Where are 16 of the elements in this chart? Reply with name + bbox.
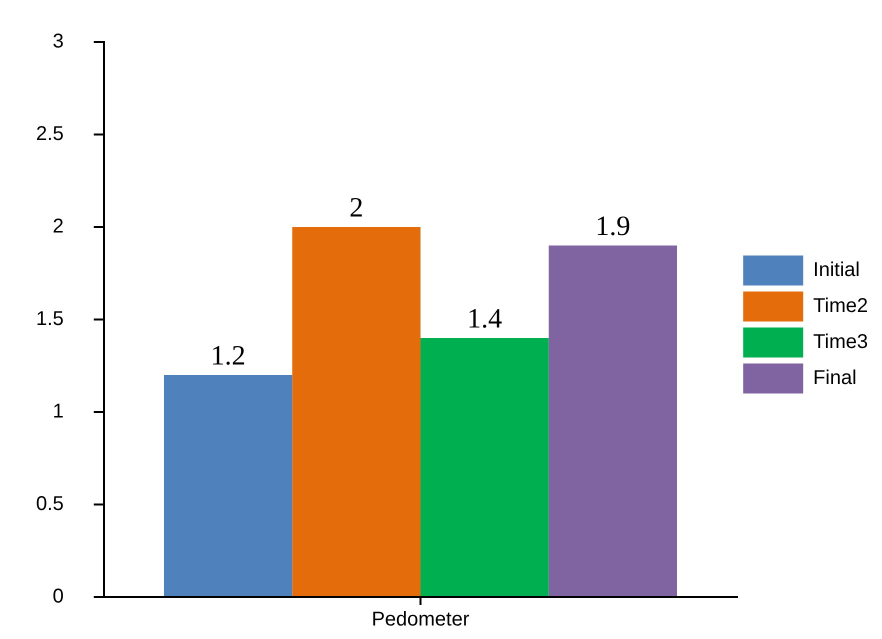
y-tick-label: 1.5 <box>36 308 64 330</box>
y-tick-label: 1 <box>52 400 64 423</box>
data-label: 1.4 <box>467 303 502 334</box>
data-label: 1.9 <box>595 210 630 242</box>
x-tick-label: Pedometer <box>372 608 470 631</box>
y-tick-label: 0.5 <box>36 493 64 516</box>
legend-label: Final <box>813 367 857 390</box>
data-label: 2 <box>349 192 364 224</box>
data-label: 1.2 <box>210 340 246 372</box>
legend-label: Initial <box>813 259 860 282</box>
y-tick-label: 2 <box>52 216 64 238</box>
y-tick-label: 0 <box>52 586 64 608</box>
legend-label: Time2 <box>813 295 868 318</box>
legend-label: Time3 <box>813 331 868 354</box>
y-tick-label: 3 <box>52 30 64 53</box>
y-tick-label: 2.5 <box>36 123 64 146</box>
